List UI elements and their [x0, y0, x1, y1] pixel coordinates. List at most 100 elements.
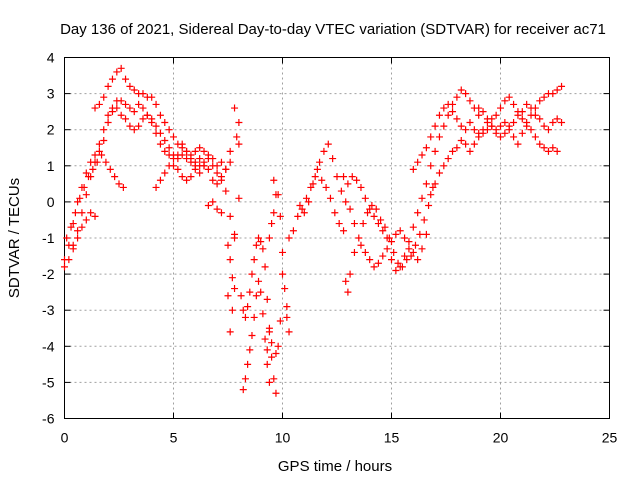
data-point	[475, 104, 483, 112]
data-point	[488, 122, 496, 130]
y-axis-label: SDTVAR / TECUs	[6, 178, 23, 298]
data-point	[274, 191, 282, 199]
data-point	[213, 169, 221, 177]
data-point	[449, 108, 457, 116]
data-point	[259, 245, 267, 253]
data-point	[91, 104, 99, 112]
data-point	[381, 223, 389, 231]
data-point	[401, 252, 409, 260]
data-point	[80, 183, 88, 191]
series-4	[63, 151, 127, 242]
data-point	[518, 108, 526, 116]
series-15	[427, 118, 561, 199]
data-point	[104, 118, 112, 126]
data-point	[270, 176, 278, 184]
data-point	[536, 140, 544, 148]
data-point	[411, 241, 419, 249]
data-point	[235, 140, 243, 148]
data-point	[272, 389, 280, 397]
data-point	[139, 115, 147, 123]
data-point	[422, 144, 430, 152]
data-point	[285, 234, 293, 242]
data-point	[231, 285, 239, 293]
data-point	[183, 176, 191, 184]
y-tick-label: 0	[47, 194, 55, 210]
data-point	[544, 126, 552, 134]
data-point	[69, 245, 77, 253]
data-point	[252, 292, 260, 300]
data-point	[130, 108, 138, 116]
data-point	[340, 227, 348, 235]
y-tick-label: 3	[47, 86, 55, 102]
data-point	[263, 346, 271, 354]
data-point	[165, 151, 173, 159]
data-point	[475, 133, 483, 141]
data-point	[429, 183, 437, 191]
data-point	[235, 118, 243, 126]
data-point	[409, 248, 417, 256]
data-point	[366, 256, 374, 264]
data-point	[414, 256, 422, 264]
data-point	[407, 252, 415, 260]
data-point	[418, 245, 426, 253]
chart-title: Day 136 of 2021, Sidereal Day-to-day VTE…	[60, 21, 606, 38]
data-point	[449, 147, 457, 155]
data-point	[540, 93, 548, 101]
data-point	[492, 129, 500, 137]
data-point	[250, 256, 258, 264]
data-point	[497, 133, 504, 141]
data-point	[82, 216, 90, 224]
data-point	[418, 151, 426, 159]
data-point	[108, 108, 116, 116]
data-point	[466, 118, 474, 126]
data-point	[374, 220, 382, 228]
data-point	[237, 292, 245, 300]
data-point	[161, 169, 169, 177]
data-point	[558, 82, 566, 90]
data-point	[527, 104, 535, 112]
data-point	[540, 144, 548, 152]
axis-ticks: 0 5 10 15 20 25 -6 -5 -4 -3 -2 -1 0 1 2 3 4	[42, 50, 617, 446]
data-point	[87, 209, 95, 217]
data-point	[95, 147, 103, 155]
data-point	[196, 144, 204, 152]
data-point	[226, 158, 234, 166]
data-point	[368, 202, 376, 210]
data-point	[257, 238, 265, 246]
data-point	[152, 129, 160, 137]
data-point	[309, 180, 317, 188]
data-point	[102, 158, 110, 166]
y-tick-label: -2	[42, 266, 55, 282]
data-point	[353, 176, 361, 184]
data-point	[191, 147, 199, 155]
data-point	[263, 295, 271, 303]
data-point	[388, 256, 395, 264]
data-point	[209, 176, 217, 184]
data-point	[409, 165, 417, 173]
data-point	[366, 205, 374, 213]
data-point	[183, 147, 191, 155]
series-12	[342, 183, 437, 296]
data-point	[440, 122, 448, 130]
data-point	[200, 162, 208, 170]
data-point	[178, 140, 186, 148]
data-point	[444, 100, 452, 108]
data-point	[333, 173, 341, 181]
data-point	[401, 234, 409, 242]
data-point	[100, 93, 108, 101]
series-16	[475, 100, 566, 141]
data-point	[65, 256, 73, 264]
data-point	[390, 248, 398, 256]
data-point	[409, 223, 417, 231]
data-point	[272, 350, 280, 358]
data-point	[78, 209, 86, 217]
data-point	[259, 310, 267, 318]
data-point	[379, 252, 387, 260]
data-point	[152, 122, 160, 130]
data-point	[204, 202, 212, 210]
data-point	[226, 147, 234, 155]
data-point	[152, 183, 160, 191]
data-point	[523, 122, 531, 130]
y-tick-label: -3	[42, 302, 55, 318]
